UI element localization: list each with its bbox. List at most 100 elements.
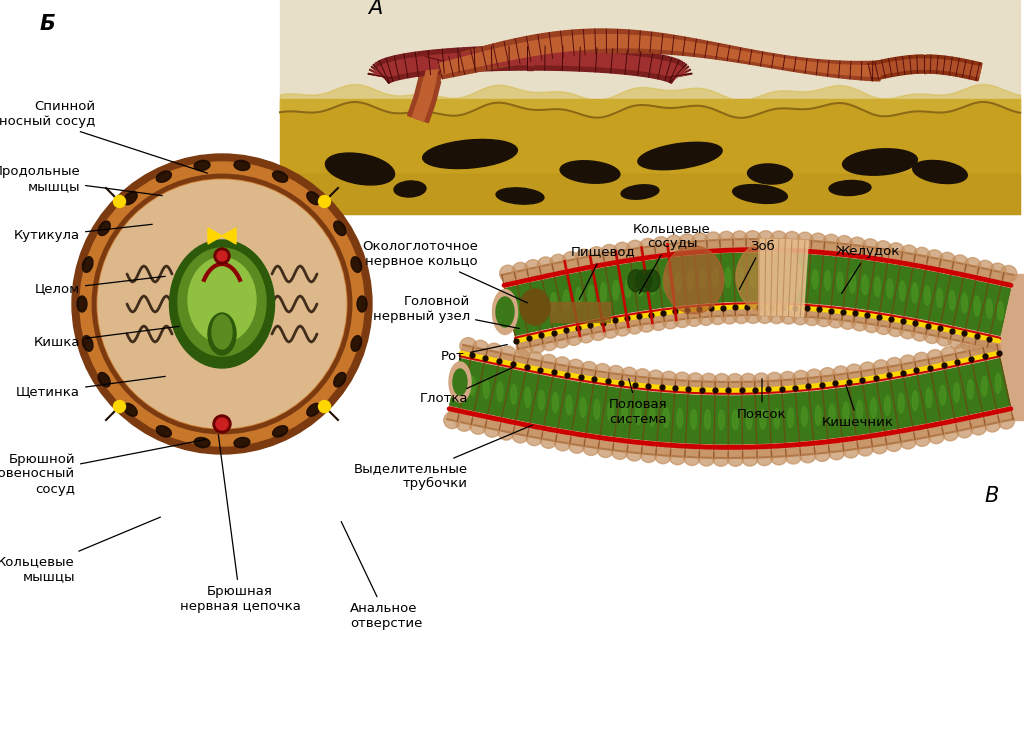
Circle shape: [687, 373, 703, 390]
Polygon shape: [672, 65, 679, 78]
Polygon shape: [618, 264, 638, 312]
Ellipse shape: [588, 285, 594, 305]
Polygon shape: [874, 61, 881, 80]
Polygon shape: [662, 38, 666, 49]
Polygon shape: [438, 62, 445, 74]
Circle shape: [984, 340, 1000, 356]
Polygon shape: [791, 57, 796, 71]
Ellipse shape: [663, 408, 669, 427]
Polygon shape: [952, 62, 956, 71]
Circle shape: [886, 357, 903, 374]
Polygon shape: [958, 62, 963, 73]
Polygon shape: [674, 67, 682, 79]
Polygon shape: [723, 45, 730, 61]
Polygon shape: [601, 48, 607, 72]
Polygon shape: [669, 69, 690, 80]
Ellipse shape: [787, 408, 794, 428]
Polygon shape: [488, 367, 512, 416]
Ellipse shape: [357, 296, 367, 312]
Polygon shape: [486, 51, 494, 64]
Polygon shape: [771, 254, 784, 301]
Polygon shape: [690, 39, 696, 57]
Polygon shape: [412, 57, 418, 71]
Polygon shape: [807, 255, 823, 304]
Polygon shape: [560, 31, 567, 57]
Polygon shape: [757, 51, 763, 66]
Circle shape: [984, 415, 1000, 432]
Ellipse shape: [732, 410, 738, 430]
Circle shape: [977, 260, 993, 277]
Polygon shape: [447, 54, 454, 68]
Polygon shape: [575, 30, 582, 56]
Polygon shape: [463, 51, 472, 74]
Polygon shape: [820, 63, 825, 72]
Polygon shape: [415, 77, 440, 102]
Polygon shape: [643, 36, 647, 48]
Polygon shape: [698, 44, 703, 54]
Polygon shape: [709, 42, 715, 59]
Circle shape: [541, 334, 558, 350]
Polygon shape: [425, 58, 440, 80]
Ellipse shape: [687, 270, 693, 290]
Polygon shape: [969, 61, 975, 80]
Polygon shape: [779, 58, 784, 66]
Polygon shape: [665, 57, 674, 81]
Polygon shape: [900, 57, 905, 74]
Polygon shape: [663, 57, 672, 80]
Circle shape: [679, 234, 695, 251]
Polygon shape: [383, 64, 390, 77]
Polygon shape: [505, 46, 512, 60]
Polygon shape: [674, 74, 686, 77]
Ellipse shape: [638, 142, 722, 170]
Ellipse shape: [829, 404, 835, 423]
Polygon shape: [870, 62, 877, 80]
Polygon shape: [461, 362, 484, 410]
Polygon shape: [394, 55, 402, 80]
Circle shape: [500, 265, 516, 282]
Polygon shape: [856, 260, 874, 309]
Ellipse shape: [912, 161, 968, 184]
Polygon shape: [889, 62, 893, 72]
Polygon shape: [721, 254, 735, 301]
Circle shape: [997, 412, 1015, 429]
Ellipse shape: [449, 362, 471, 402]
Polygon shape: [877, 381, 898, 430]
Polygon shape: [941, 276, 964, 325]
Polygon shape: [827, 64, 833, 73]
Polygon shape: [516, 44, 522, 58]
Text: Выделительные
трубочки: Выделительные трубочки: [354, 425, 532, 490]
Circle shape: [114, 400, 126, 412]
Polygon shape: [657, 33, 663, 54]
Polygon shape: [606, 34, 610, 48]
Circle shape: [982, 338, 998, 355]
Polygon shape: [670, 64, 677, 77]
Polygon shape: [676, 36, 682, 55]
Circle shape: [652, 237, 670, 254]
Polygon shape: [665, 62, 670, 75]
Polygon shape: [413, 97, 431, 121]
Polygon shape: [385, 63, 391, 77]
Polygon shape: [639, 36, 644, 48]
Polygon shape: [532, 46, 539, 70]
Polygon shape: [599, 29, 603, 54]
Polygon shape: [433, 55, 439, 68]
Polygon shape: [458, 48, 465, 72]
Polygon shape: [674, 68, 683, 79]
Polygon shape: [783, 254, 798, 301]
Circle shape: [553, 331, 570, 348]
Polygon shape: [794, 57, 800, 72]
Polygon shape: [731, 50, 736, 59]
Polygon shape: [409, 58, 414, 72]
Ellipse shape: [663, 273, 669, 292]
Polygon shape: [388, 57, 397, 80]
Polygon shape: [758, 54, 762, 62]
Ellipse shape: [874, 277, 881, 297]
Circle shape: [913, 429, 931, 446]
Text: Кишечник: Кишечник: [822, 385, 894, 429]
Polygon shape: [527, 42, 534, 56]
Polygon shape: [706, 45, 711, 54]
Ellipse shape: [638, 276, 644, 296]
Polygon shape: [577, 36, 581, 50]
Polygon shape: [765, 56, 770, 64]
Polygon shape: [581, 271, 601, 319]
